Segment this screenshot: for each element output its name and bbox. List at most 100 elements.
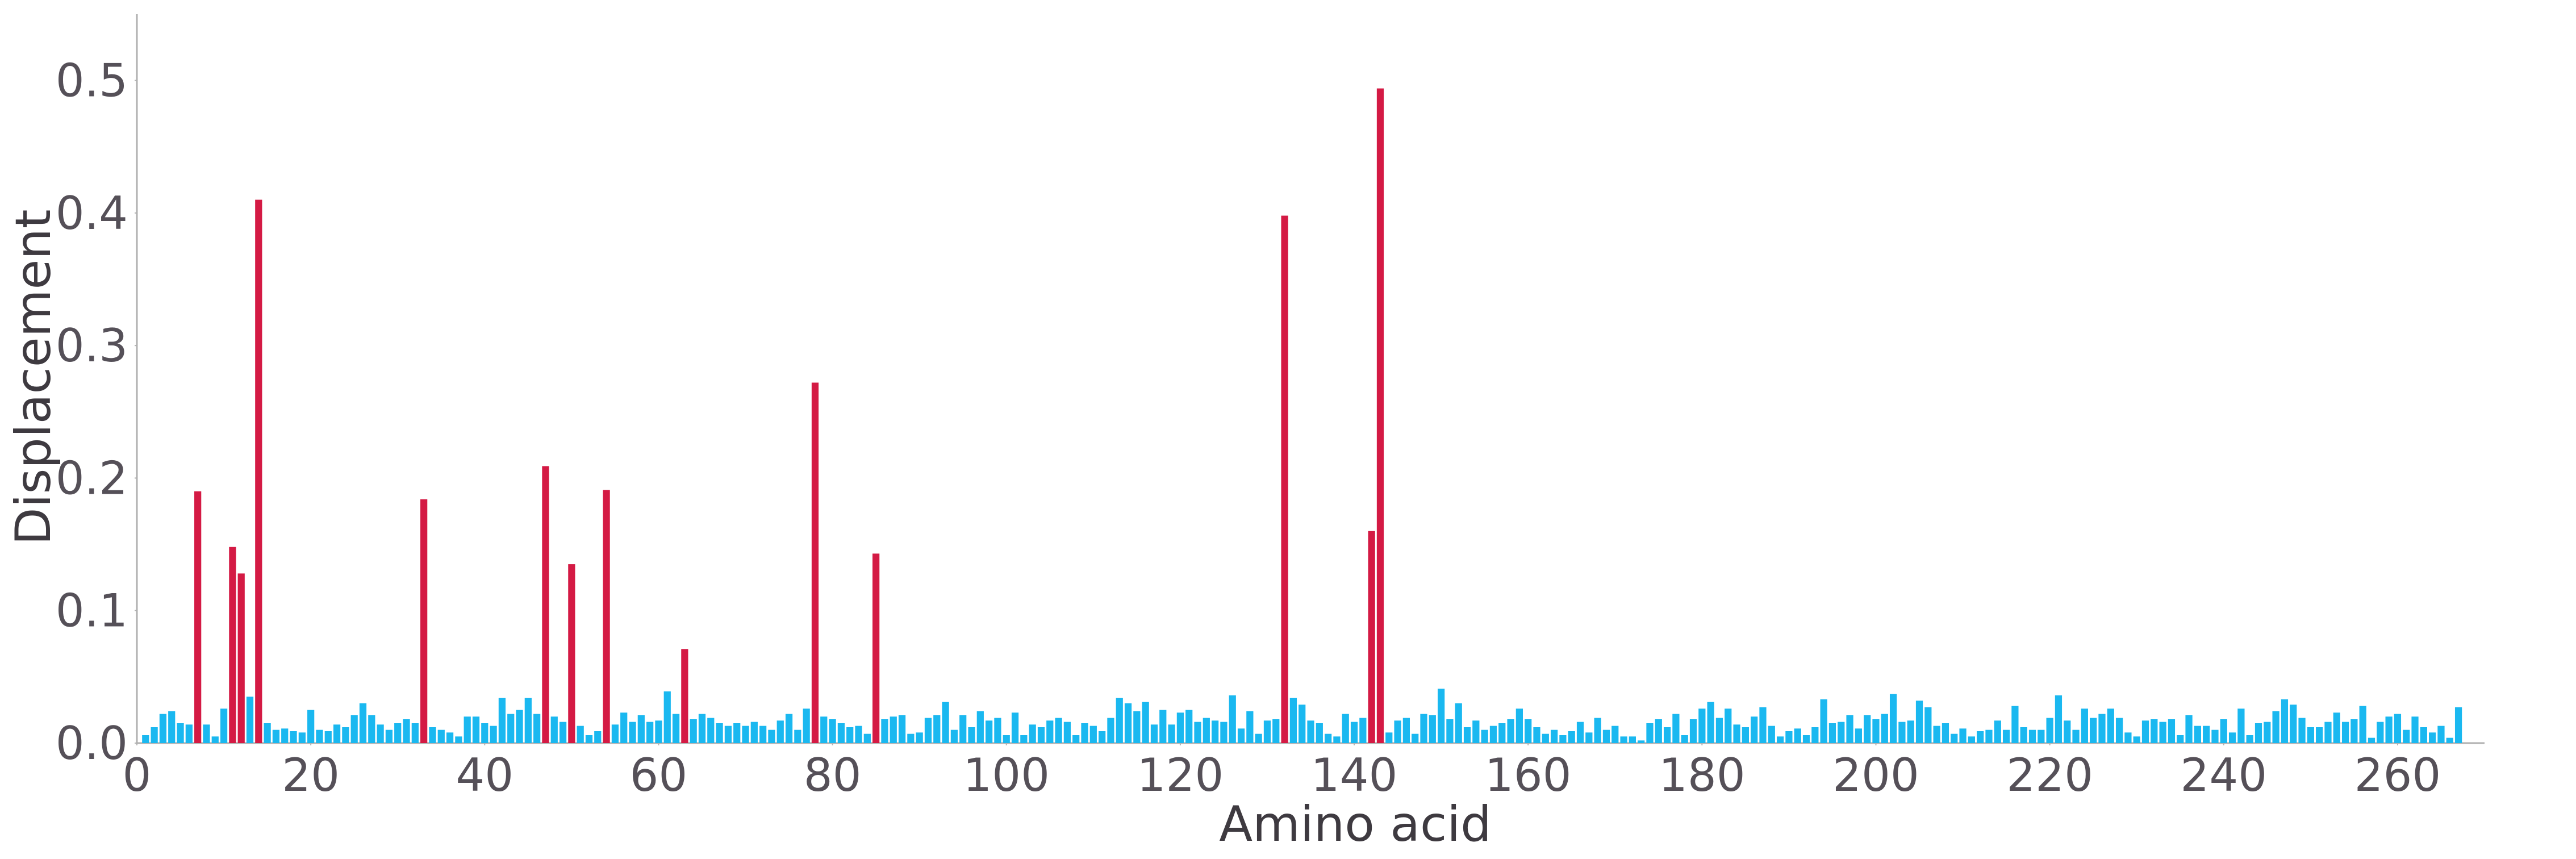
bar [2420, 727, 2427, 743]
bar [1507, 719, 1514, 743]
bar [2385, 716, 2393, 743]
bar [646, 722, 654, 743]
bar [1768, 725, 1775, 743]
bar [1020, 735, 1028, 743]
bar [524, 698, 532, 743]
bar [603, 490, 610, 743]
bar [168, 711, 176, 743]
bar [246, 697, 254, 743]
bar [1072, 735, 1080, 743]
bar [2141, 720, 2149, 743]
bar [2194, 725, 2201, 743]
bar [1420, 714, 1427, 743]
bar [2098, 714, 2106, 743]
x-tick-label: 240 [2180, 749, 2267, 802]
bar [2177, 735, 2184, 743]
bar [1220, 722, 1228, 743]
bar [1872, 719, 1880, 743]
bar [916, 732, 923, 743]
bar [837, 723, 845, 743]
bar [1915, 700, 1923, 743]
y-tick-label: 0.2 [56, 452, 128, 504]
bar [1629, 736, 1636, 743]
bar [1898, 722, 1906, 743]
bar [1055, 718, 1062, 743]
bar [1342, 714, 1349, 743]
bar [1515, 708, 1523, 743]
bar [829, 719, 836, 743]
bar [142, 735, 149, 743]
bar [1194, 722, 1201, 743]
bar [733, 723, 741, 743]
bar [1933, 725, 1940, 743]
bar [1811, 727, 1819, 743]
bar [690, 719, 697, 743]
bar [1263, 720, 1271, 743]
bar [1802, 735, 1810, 743]
bar [2316, 727, 2323, 743]
bar [1542, 733, 1549, 743]
bar [2046, 718, 2053, 743]
bar [568, 564, 575, 743]
bar [2307, 727, 2314, 743]
bar [159, 714, 167, 743]
bar [1828, 723, 1836, 743]
bar [1681, 735, 1688, 743]
bar [1394, 720, 1401, 743]
bar [1585, 732, 1593, 743]
bar [368, 715, 375, 743]
bar [2124, 732, 2132, 743]
x-tick-label: 160 [1485, 749, 1572, 802]
bar [1794, 728, 1801, 743]
bar [2446, 737, 2453, 743]
bar [2211, 729, 2219, 743]
bar [1359, 718, 1367, 743]
bar [1472, 720, 1480, 743]
bar [2115, 718, 2123, 743]
x-tick-label: 120 [1137, 749, 1224, 802]
bar [507, 714, 515, 743]
bar [211, 736, 219, 743]
bar [1011, 712, 1019, 743]
bar [1229, 695, 1236, 743]
bar [1611, 725, 1619, 743]
bar [1098, 731, 1106, 743]
bar [264, 723, 271, 743]
bar [403, 719, 410, 743]
bar [1655, 719, 1662, 743]
bar [820, 716, 828, 743]
bar [281, 728, 289, 743]
bar [881, 719, 888, 743]
bar [681, 649, 688, 743]
bar [933, 715, 941, 743]
bar [890, 716, 897, 743]
bar [559, 722, 567, 743]
bar [846, 727, 854, 743]
bar [1437, 689, 1445, 743]
bar [1142, 702, 1149, 743]
bar [1951, 733, 1958, 743]
bar [1638, 740, 1645, 743]
bar [2264, 722, 2271, 743]
bar [1533, 727, 1540, 743]
bar [716, 723, 723, 743]
bar [863, 733, 871, 743]
bar [663, 691, 671, 743]
x-axis-label: Amino acid [1219, 796, 1491, 853]
bar [1889, 694, 1897, 743]
bar [1211, 720, 1219, 743]
bar [1446, 719, 1454, 743]
bar [516, 710, 523, 743]
bar [1846, 715, 1853, 743]
bar [655, 720, 662, 743]
bar [898, 715, 906, 743]
bar [1602, 729, 1610, 743]
x-tick-label: 220 [2006, 749, 2093, 802]
bar [2254, 723, 2262, 743]
bar [794, 729, 801, 743]
bar [1959, 728, 1967, 743]
bar [385, 729, 393, 743]
bar [620, 712, 628, 743]
bar [194, 491, 202, 743]
